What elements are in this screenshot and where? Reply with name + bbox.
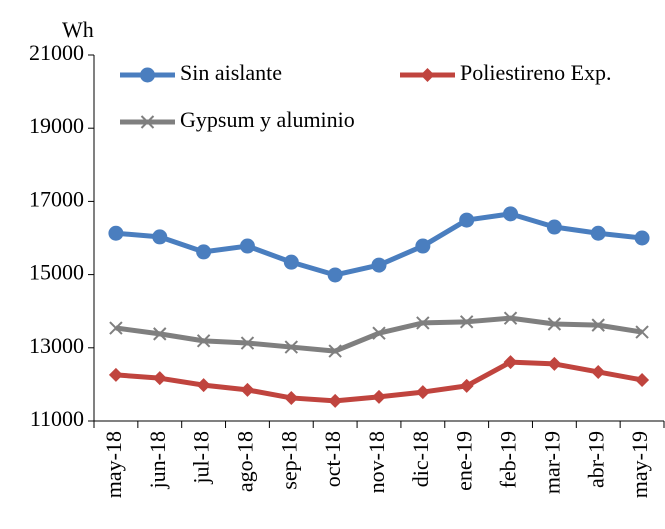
point (109, 321, 123, 335)
legend-item: Poliestireno Exp. (400, 60, 612, 85)
point (415, 385, 430, 400)
y-tick-label: 19000 (29, 113, 84, 138)
point (420, 68, 435, 82)
point (283, 254, 299, 270)
point (547, 317, 562, 331)
point (152, 371, 167, 386)
point (416, 316, 430, 330)
point (459, 315, 474, 329)
x-tick-label: nov-18 (364, 431, 389, 493)
point (196, 334, 211, 348)
point (327, 267, 343, 283)
point (240, 336, 255, 350)
point (196, 244, 212, 260)
point (284, 390, 299, 405)
point (284, 340, 299, 354)
legend-item: Sin aislante (120, 60, 282, 85)
point (140, 67, 155, 83)
legend-label: Poliestireno Exp. (460, 60, 612, 85)
point (503, 311, 518, 325)
point (140, 115, 155, 129)
point (328, 344, 342, 358)
point (152, 229, 168, 245)
point (108, 225, 124, 241)
x-tick-label: jul-18 (189, 431, 214, 485)
point (153, 327, 167, 341)
y-tick-label: 13000 (29, 333, 84, 358)
y-tick-label: 21000 (29, 40, 84, 65)
y-tick-label: 17000 (29, 186, 84, 211)
y-tick-label: 11000 (30, 406, 84, 431)
y-unit: Wh (62, 17, 94, 42)
x-tick-label: mar-19 (539, 431, 564, 494)
point (108, 367, 123, 382)
x-tick-label: may-18 (101, 431, 126, 498)
point (459, 212, 475, 228)
point (591, 318, 605, 332)
point (415, 238, 431, 254)
x-tick-label: abr-19 (583, 431, 608, 488)
point (546, 219, 562, 235)
x-tick-label: ago-18 (233, 431, 258, 492)
point (459, 378, 474, 393)
point (547, 356, 562, 371)
legend-label: Gypsum y aluminio (180, 107, 355, 132)
point (635, 325, 649, 339)
x-tick-label: feb-19 (496, 431, 521, 488)
point (328, 393, 343, 408)
point (503, 355, 518, 370)
x-tick-label: oct-18 (320, 431, 345, 487)
y-tick-label: 15000 (29, 260, 84, 285)
point (634, 230, 650, 246)
point (371, 257, 387, 273)
point (591, 364, 606, 379)
series-line (115, 315, 643, 354)
point (503, 206, 519, 222)
legend-item: Gypsum y aluminio (120, 107, 355, 132)
legend-label: Sin aislante (180, 60, 282, 85)
x-tick-label: dic-18 (408, 431, 433, 487)
point (240, 382, 255, 397)
point (372, 326, 386, 340)
point (590, 225, 606, 241)
x-tick-label: ene-19 (452, 431, 477, 491)
x-tick-label: jun-18 (145, 431, 170, 489)
point (635, 373, 650, 388)
point (239, 238, 255, 254)
point (372, 389, 386, 404)
x-tick-label: may-19 (627, 431, 652, 498)
x-tick-label: sep-18 (276, 431, 301, 490)
point (196, 378, 211, 393)
